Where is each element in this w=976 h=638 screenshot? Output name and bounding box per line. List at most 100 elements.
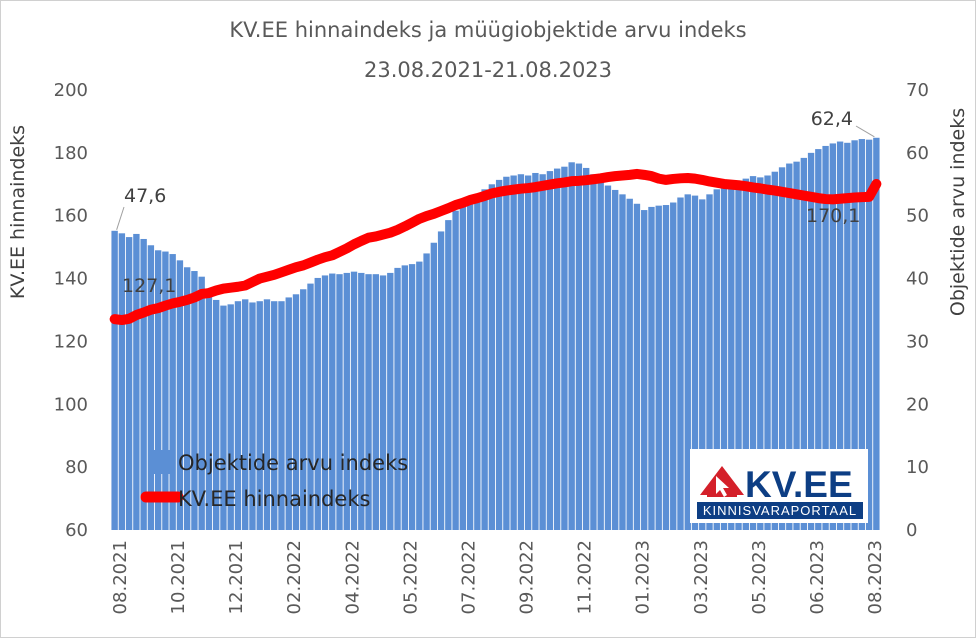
bar [350, 271, 358, 530]
bar [771, 171, 778, 530]
x-tick: 02.2022 [284, 540, 305, 614]
y-tick-left: 60 [65, 520, 88, 541]
bar [568, 162, 575, 531]
bar [111, 230, 118, 531]
bar [379, 275, 387, 530]
bar [263, 299, 271, 530]
bar [546, 171, 554, 530]
bar [742, 178, 749, 530]
bar [205, 290, 213, 530]
bar [278, 301, 285, 530]
bar [242, 299, 249, 530]
bar [329, 273, 336, 530]
bar [285, 297, 292, 530]
y-tick-right: 30 [906, 331, 929, 352]
bar [147, 245, 155, 530]
bar [786, 163, 793, 531]
x-tick: 04.2022 [342, 540, 363, 614]
y-axis-left: 60 80 100 120 140 160 180 200 [54, 80, 88, 541]
x-tick: 09.2022 [517, 540, 538, 614]
bar [829, 143, 837, 530]
y-tick-right: 70 [906, 80, 929, 101]
x-tick: 08.2021 [110, 540, 131, 614]
bar [321, 275, 329, 530]
bar [466, 198, 474, 531]
y-axis-left-label: KV.EE hinnaindeks [7, 125, 29, 299]
bar [401, 265, 408, 530]
logo-tagline: KINNISVARAPORTAAL [703, 503, 857, 518]
house-icon [700, 466, 744, 497]
bar [612, 189, 619, 530]
bar [807, 152, 815, 531]
bar [423, 253, 430, 530]
x-tick: 11.2022 [575, 540, 596, 614]
bar [619, 194, 626, 530]
bar [387, 272, 394, 530]
bar [154, 250, 162, 531]
y-tick-right: 20 [906, 394, 929, 415]
bar [256, 301, 263, 530]
y-tick-left: 80 [65, 457, 88, 478]
data-labels: 47,6 62,4 127,1 170,1 [116, 108, 875, 297]
bar [836, 141, 844, 531]
bar [641, 210, 648, 530]
bar [590, 174, 597, 531]
bar [858, 139, 866, 530]
bar [582, 167, 590, 530]
bar [764, 175, 771, 531]
bar [793, 161, 800, 530]
bar [191, 271, 198, 530]
bar [553, 168, 561, 530]
y-tick-left: 180 [54, 143, 88, 164]
bar [162, 251, 169, 531]
bar [517, 174, 525, 531]
bar [220, 305, 227, 530]
bar [358, 272, 365, 530]
bar [604, 185, 612, 531]
bar [343, 272, 350, 530]
bar [118, 233, 126, 530]
chart-subtitle: 23.08.2021-21.08.2023 [364, 58, 612, 82]
bar [749, 176, 757, 531]
bar [510, 175, 517, 531]
bar [488, 184, 496, 531]
bar [851, 140, 858, 531]
bar [227, 304, 234, 530]
bar [815, 149, 822, 530]
bar [495, 179, 503, 530]
bar [626, 198, 633, 531]
bar [539, 174, 546, 531]
x-tick: 07.2022 [459, 540, 480, 614]
bar [314, 277, 321, 530]
bar [133, 233, 140, 530]
bar [437, 231, 445, 530]
bar [655, 205, 662, 530]
bar [597, 181, 604, 530]
data-label-line-last: 170,1 [806, 205, 860, 227]
bar [307, 283, 314, 530]
x-tick: 08.2023 [865, 540, 886, 614]
bar [670, 202, 677, 530]
bar [481, 189, 488, 530]
bar [844, 142, 851, 531]
bar [249, 302, 256, 530]
y-tick-left: 120 [54, 331, 88, 352]
chart-title: KV.EE hinnaindeks ja müügiobjektide arvu… [229, 18, 746, 42]
bar [699, 199, 706, 530]
bar [691, 195, 699, 530]
y-tick-right: 60 [906, 143, 929, 164]
bar [372, 274, 379, 530]
y-tick-left: 100 [54, 394, 88, 415]
x-tick: 10.2021 [168, 540, 189, 614]
x-tick: 01.2023 [633, 540, 654, 614]
bar [865, 139, 873, 530]
bar [575, 163, 583, 531]
bar [292, 294, 300, 530]
y-tick-left: 160 [54, 206, 88, 227]
bar [416, 261, 423, 530]
bar [735, 183, 742, 530]
bar [633, 203, 641, 530]
bar [561, 166, 568, 530]
y-tick-right: 50 [906, 206, 929, 227]
bar [452, 210, 459, 530]
